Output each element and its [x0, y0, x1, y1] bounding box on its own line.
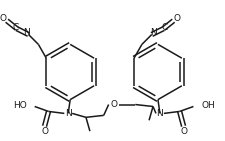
- Text: O: O: [0, 14, 6, 23]
- Text: HO: HO: [13, 101, 27, 110]
- Text: C: C: [13, 23, 19, 32]
- Text: C: C: [162, 23, 168, 32]
- Text: O: O: [110, 100, 117, 109]
- Text: OH: OH: [201, 101, 215, 110]
- Text: O: O: [180, 127, 187, 136]
- Text: N: N: [157, 109, 163, 118]
- Text: N: N: [150, 28, 157, 37]
- Text: N: N: [65, 109, 72, 118]
- Text: N: N: [23, 28, 30, 37]
- Text: O: O: [174, 14, 181, 23]
- Text: O: O: [41, 127, 48, 136]
